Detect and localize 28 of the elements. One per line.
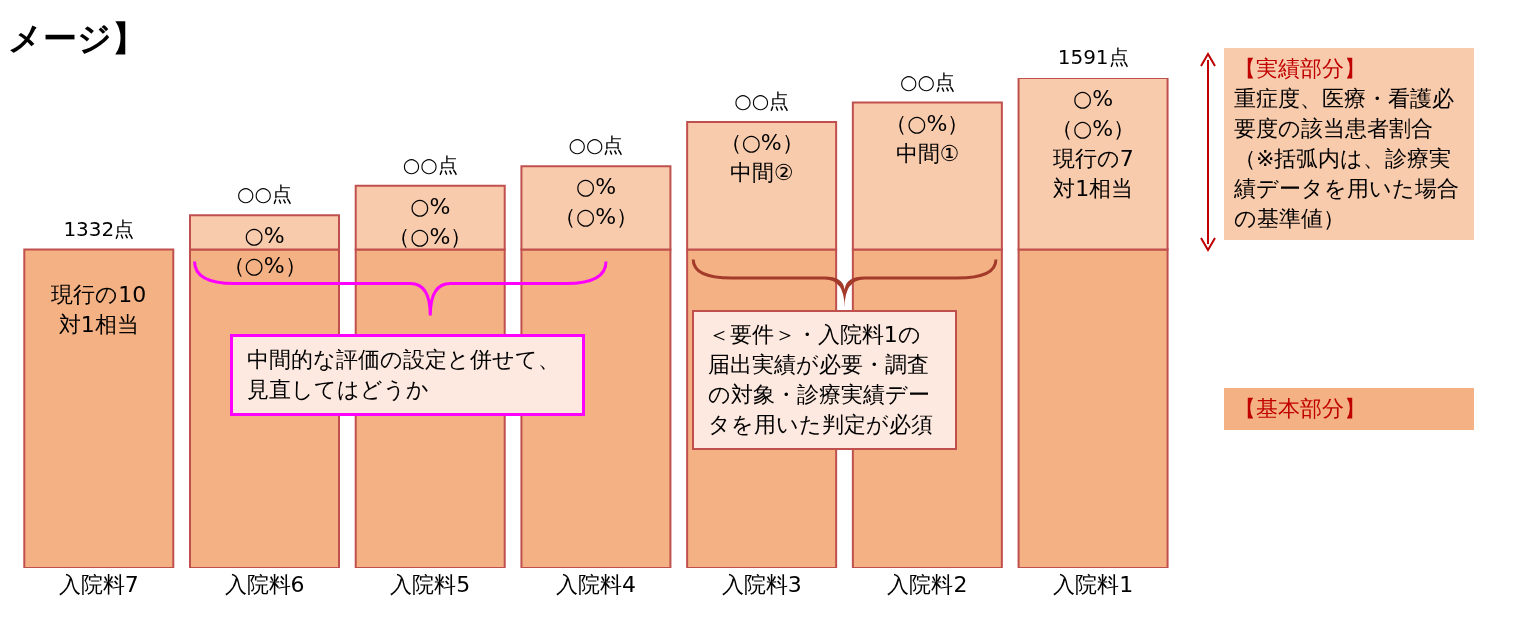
annotation: （○%）中間② bbox=[718, 129, 805, 188]
annotation: 1332点 bbox=[62, 215, 136, 242]
text: 【基本部分】 bbox=[1234, 395, 1367, 423]
annotation: ○○点 bbox=[733, 88, 791, 115]
x-tick-label: 入院料5 bbox=[390, 571, 471, 597]
annotation: ○%（○%） bbox=[552, 173, 640, 232]
text: 【実績部分】 bbox=[1234, 55, 1367, 83]
chart-title: メージ】 bbox=[8, 17, 146, 60]
annotation: ○○点 bbox=[567, 132, 625, 159]
x-tick-label: 入院料7 bbox=[58, 571, 139, 597]
annotation: ○○点 bbox=[401, 151, 459, 178]
callout-box: ＜要件＞・入院料1の届出実績が必要・調査の対象・診療実績データを用いた判定が必須 bbox=[691, 309, 957, 450]
x-tick-label: 入院料6 bbox=[224, 571, 305, 597]
x-tick-label: 入院料3 bbox=[721, 571, 802, 597]
annotation: ○%（○%） bbox=[387, 192, 474, 251]
annotation: 現行の10対1相当 bbox=[50, 280, 148, 339]
annotation: ○○点 bbox=[898, 68, 956, 95]
x-tick-label: 入院料2 bbox=[887, 571, 968, 597]
annotation: ○%（○%）現行の7対1相当 bbox=[1050, 85, 1137, 203]
annotation: （○%）中間① bbox=[884, 109, 971, 168]
x-tick-label: 入院料4 bbox=[556, 571, 636, 597]
callout-box: 中間的な評価の設定と併せて、見直してはどうか bbox=[229, 333, 585, 416]
annotation: ○%（○%） bbox=[221, 222, 308, 281]
x-tick-label: 入院料1 bbox=[1053, 571, 1134, 597]
text: 1591点 bbox=[1056, 44, 1130, 70]
text: 重症度、医療・看護必要度の該当患者割合（※括弧内は、診療実績データを用いた場合の基準値） bbox=[1234, 85, 1460, 233]
bar bbox=[23, 248, 175, 568]
annotation: ○○点 bbox=[236, 181, 293, 208]
